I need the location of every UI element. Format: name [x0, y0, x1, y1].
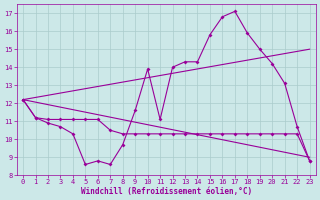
- X-axis label: Windchill (Refroidissement éolien,°C): Windchill (Refroidissement éolien,°C): [81, 187, 252, 196]
